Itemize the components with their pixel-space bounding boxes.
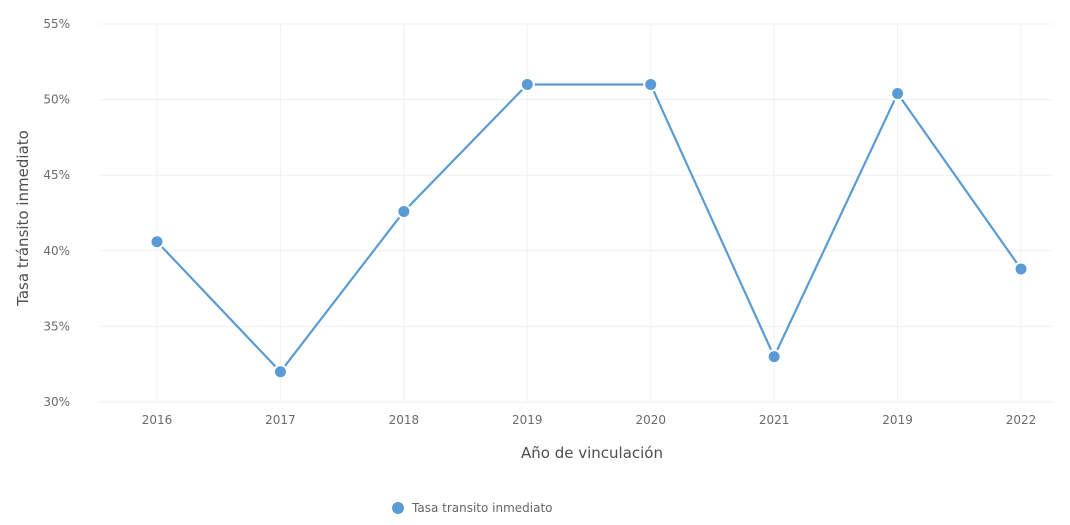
series-layer bbox=[149, 76, 1029, 380]
y-tick-label: 50% bbox=[43, 93, 70, 107]
y-tick-label: 35% bbox=[43, 319, 70, 333]
grid-layer bbox=[100, 23, 1052, 403]
data-point bbox=[890, 86, 906, 102]
x-tick-label: 2022 bbox=[1006, 413, 1037, 427]
x-tick-label: 2016 bbox=[142, 413, 173, 427]
x-tick-label: 2019 bbox=[512, 413, 543, 427]
data-point bbox=[396, 203, 412, 219]
x-tick-label: 2017 bbox=[265, 413, 296, 427]
y-axis-layer: 30% 35% 40% 45% 50% 55% bbox=[43, 17, 70, 409]
y-axis-title: Tasa tránsito inmediato bbox=[14, 130, 32, 307]
x-tick-label: 2018 bbox=[389, 413, 420, 427]
data-point bbox=[643, 76, 659, 92]
legend-marker bbox=[392, 502, 404, 514]
data-point bbox=[1013, 261, 1029, 277]
x-tick-label: 2020 bbox=[635, 413, 666, 427]
data-point bbox=[149, 234, 165, 250]
x-axis-layer: 2016 2017 2018 2019 2020 2021 2019 2022 bbox=[142, 413, 1037, 427]
x-tick-label: 2021 bbox=[759, 413, 790, 427]
data-point bbox=[766, 349, 782, 365]
y-tick-label: 55% bbox=[43, 17, 70, 31]
y-tick-label: 40% bbox=[43, 244, 70, 258]
x-axis-title: Año de vinculación bbox=[521, 444, 663, 462]
y-tick-label: 30% bbox=[43, 395, 70, 409]
series-line bbox=[156, 83, 1022, 374]
data-point bbox=[272, 364, 288, 380]
data-point bbox=[519, 76, 535, 92]
y-tick-label: 45% bbox=[43, 168, 70, 182]
legend-series-label: Tasa transito inmediato bbox=[411, 501, 553, 515]
legend: Tasa transito inmediato bbox=[392, 501, 553, 515]
x-tick-label: 2019 bbox=[882, 413, 913, 427]
